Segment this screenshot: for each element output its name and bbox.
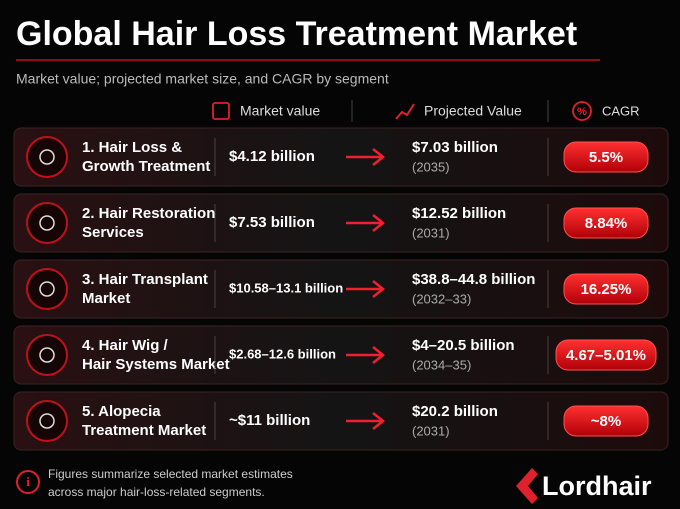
row-icon-detail bbox=[39, 149, 55, 165]
row-icon-detail bbox=[39, 413, 55, 429]
row-icon bbox=[26, 400, 68, 442]
row-card bbox=[13, 325, 669, 385]
cagr-pill bbox=[555, 339, 657, 371]
row-label: 5. Alopecia bbox=[82, 403, 161, 420]
market-value: $4.12 billion bbox=[229, 148, 315, 165]
row-card bbox=[13, 391, 669, 451]
cagr-pill bbox=[563, 273, 649, 305]
growth-icon bbox=[395, 103, 415, 120]
market-value: ~$11 billion bbox=[229, 412, 310, 429]
row-card bbox=[13, 193, 669, 253]
projected-value: $12.52 billion bbox=[412, 205, 506, 222]
cagr: 4.67–5.01% bbox=[566, 347, 646, 364]
row-label: Treatment Market bbox=[82, 422, 206, 439]
row-label: 3. Hair Transplant bbox=[82, 271, 208, 288]
projected-value: $7.03 billion bbox=[412, 139, 498, 156]
row-icon bbox=[26, 136, 68, 178]
cagr: 16.25% bbox=[581, 281, 632, 298]
projected-year: (2034–35) bbox=[412, 357, 471, 372]
cagr-pill bbox=[563, 405, 649, 437]
column-headers: Market value Projected Value % CAGR bbox=[212, 100, 640, 122]
row-label: 1. Hair Loss & bbox=[82, 139, 182, 156]
market-value: $2.68–12.6 billion bbox=[229, 346, 336, 361]
row-card bbox=[13, 127, 669, 187]
percent-icon bbox=[572, 101, 592, 121]
column-header: Market value bbox=[240, 103, 320, 119]
row-icon bbox=[26, 334, 68, 376]
arrow-head bbox=[372, 280, 386, 298]
projected-value: $38.8–44.8 billion bbox=[412, 271, 535, 288]
row-icon-detail bbox=[39, 281, 55, 297]
arrow-head bbox=[372, 346, 386, 364]
projected-value: $20.2 billion bbox=[412, 403, 498, 420]
row-icon bbox=[26, 202, 68, 244]
title: Global Hair Loss Treatment Market bbox=[16, 15, 577, 53]
column-header: CAGR bbox=[602, 103, 640, 118]
row-label: 4. Hair Wig / bbox=[82, 337, 169, 354]
row-icon-detail bbox=[39, 215, 55, 231]
projected-value: $4–20.5 billion bbox=[412, 337, 515, 354]
arrow-head bbox=[372, 412, 386, 430]
cagr: ~8% bbox=[591, 413, 621, 430]
row-label: 2. Hair Restoration bbox=[82, 205, 215, 222]
subtitle: Market value; projected market size, and… bbox=[16, 71, 389, 87]
row-label: Hair Systems Market bbox=[82, 356, 230, 373]
arrow-head bbox=[372, 214, 386, 232]
info-glyph: i bbox=[26, 474, 30, 489]
cagr-pill bbox=[563, 207, 649, 239]
logo-mark bbox=[516, 468, 538, 504]
percent-glyph: % bbox=[577, 106, 587, 118]
logo: Lordhair bbox=[542, 471, 652, 501]
calendar-icon bbox=[212, 102, 230, 120]
row-label: Growth Treatment bbox=[82, 158, 210, 175]
row-card bbox=[13, 259, 669, 319]
rows: 1. Hair Loss & Growth Treatment $4.12 bill… bbox=[13, 127, 669, 451]
projected-year: (2031) bbox=[412, 225, 450, 240]
projected-year: (2031) bbox=[412, 423, 450, 438]
cagr: 8.84% bbox=[585, 215, 628, 232]
row-icon bbox=[26, 268, 68, 310]
cagr: 5.5% bbox=[589, 149, 623, 166]
projected-year: (2035) bbox=[412, 159, 450, 174]
row-icon-detail bbox=[39, 347, 55, 363]
cagr-pill bbox=[563, 141, 649, 173]
footnote: Figures summarize selected market estima… bbox=[48, 467, 293, 481]
row-label: Market bbox=[82, 290, 130, 307]
market-value: $7.53 billion bbox=[229, 214, 315, 231]
footnote: across major hair-loss-related segments. bbox=[48, 485, 265, 499]
column-header: Projected Value bbox=[424, 103, 522, 119]
row-label: Services bbox=[82, 224, 144, 241]
arrow-head bbox=[372, 148, 386, 166]
market-value: $10.58–13.1 billion bbox=[229, 280, 343, 295]
info-icon bbox=[16, 470, 40, 494]
projected-year: (2032–33) bbox=[412, 291, 471, 306]
